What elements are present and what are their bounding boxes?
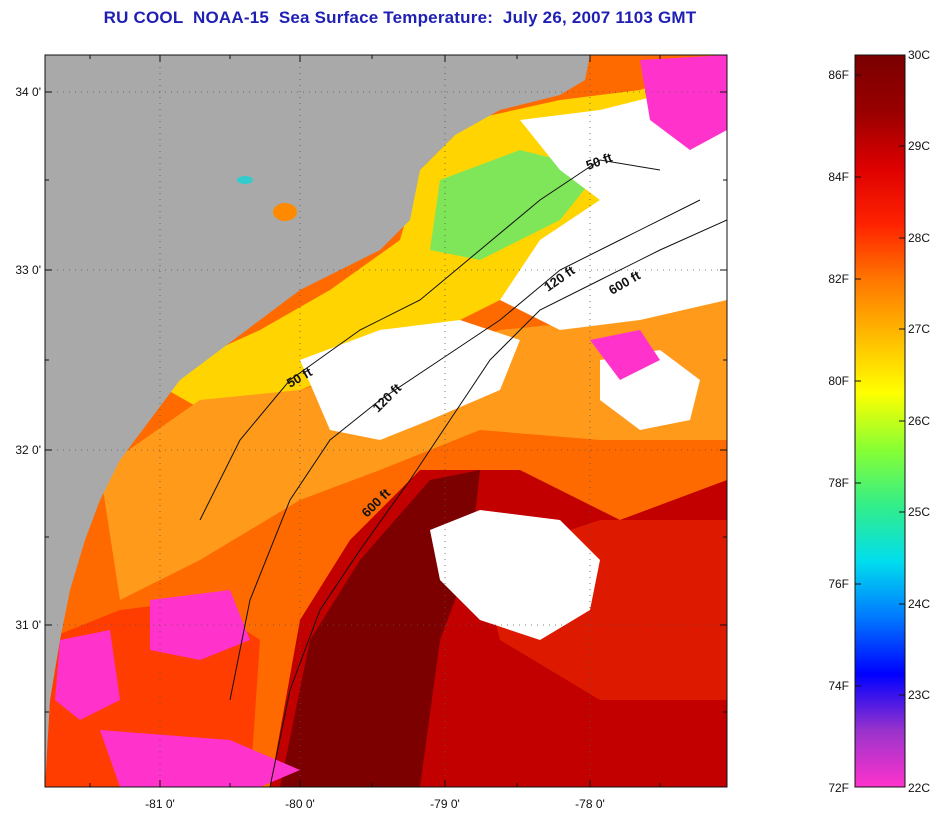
colorbar-c-26: 26C (908, 414, 930, 428)
colorbar-f-84: 84F (828, 170, 849, 184)
shelf-orange (100, 300, 727, 600)
lat-label-34: 34 0' (15, 85, 41, 99)
map-title: RU COOL NOAA-15 Sea Surface Temperature:… (103, 8, 697, 27)
lon-label-78: -78 0' (575, 797, 605, 811)
colorbar-f-78: 78F (828, 476, 849, 490)
cold-patch-bottom (100, 730, 300, 787)
isobath-120ft (229, 199, 701, 701)
gulf-stream-deep (280, 470, 480, 787)
colorbar-c-30: 30C (908, 48, 930, 62)
colorbar-f-74: 74F (828, 679, 849, 693)
colorbar-c-23: 23C (908, 688, 930, 702)
lat-label-33: 33 0' (15, 263, 41, 277)
lon-label-79: -79 0' (430, 797, 460, 811)
colorbar-f-80: 80F (828, 374, 849, 388)
colorbar-c-27: 27C (908, 322, 930, 336)
island (273, 203, 297, 221)
land-mass (45, 55, 590, 787)
cold-patch-northeast (640, 55, 727, 150)
colorbar-ticks (855, 54, 905, 696)
colorbar-f-86: 86F (828, 68, 849, 82)
colorbar-f-76: 76F (828, 577, 849, 591)
lat-label-31: 31 0' (15, 618, 41, 632)
lon-label-80: -80 0' (285, 797, 315, 811)
cold-patch-south (150, 590, 250, 660)
lat-label-32: 32 0' (15, 443, 41, 457)
cold-patch-east (590, 330, 660, 380)
colorbar-gradient (854, 54, 906, 788)
colorbar-f-72: 72F (828, 781, 849, 795)
cold-patch-southwest (55, 630, 120, 720)
inland-lake (237, 176, 253, 184)
axis-ticks (45, 55, 727, 787)
cloud-central (430, 510, 600, 640)
cloud-north (500, 90, 727, 330)
isobath-600ft (269, 219, 727, 787)
lon-label-81: -81 0' (145, 797, 175, 811)
colorbar-c-24: 24C (908, 597, 930, 611)
map-frame (44, 54, 728, 788)
colorbar-f-82: 82F (828, 272, 849, 286)
temperature-colorbar: 86F 84F 82F 80F 78F 76F 74F 72F 30C 29C … (828, 48, 930, 795)
sst-map: 50 ft 120 ft 600 ft 50 ft 120 ft 600 ft … (15, 54, 728, 811)
grid-lines (45, 55, 727, 787)
colorbar-c-28: 28C (908, 231, 930, 245)
colorbar-c-25: 25C (908, 505, 930, 519)
isobath-50ft (199, 159, 661, 521)
green-shelf-patches (430, 150, 600, 260)
colorbar-c-29: 29C (908, 139, 930, 153)
colorbar-c-22: 22C (908, 781, 930, 795)
